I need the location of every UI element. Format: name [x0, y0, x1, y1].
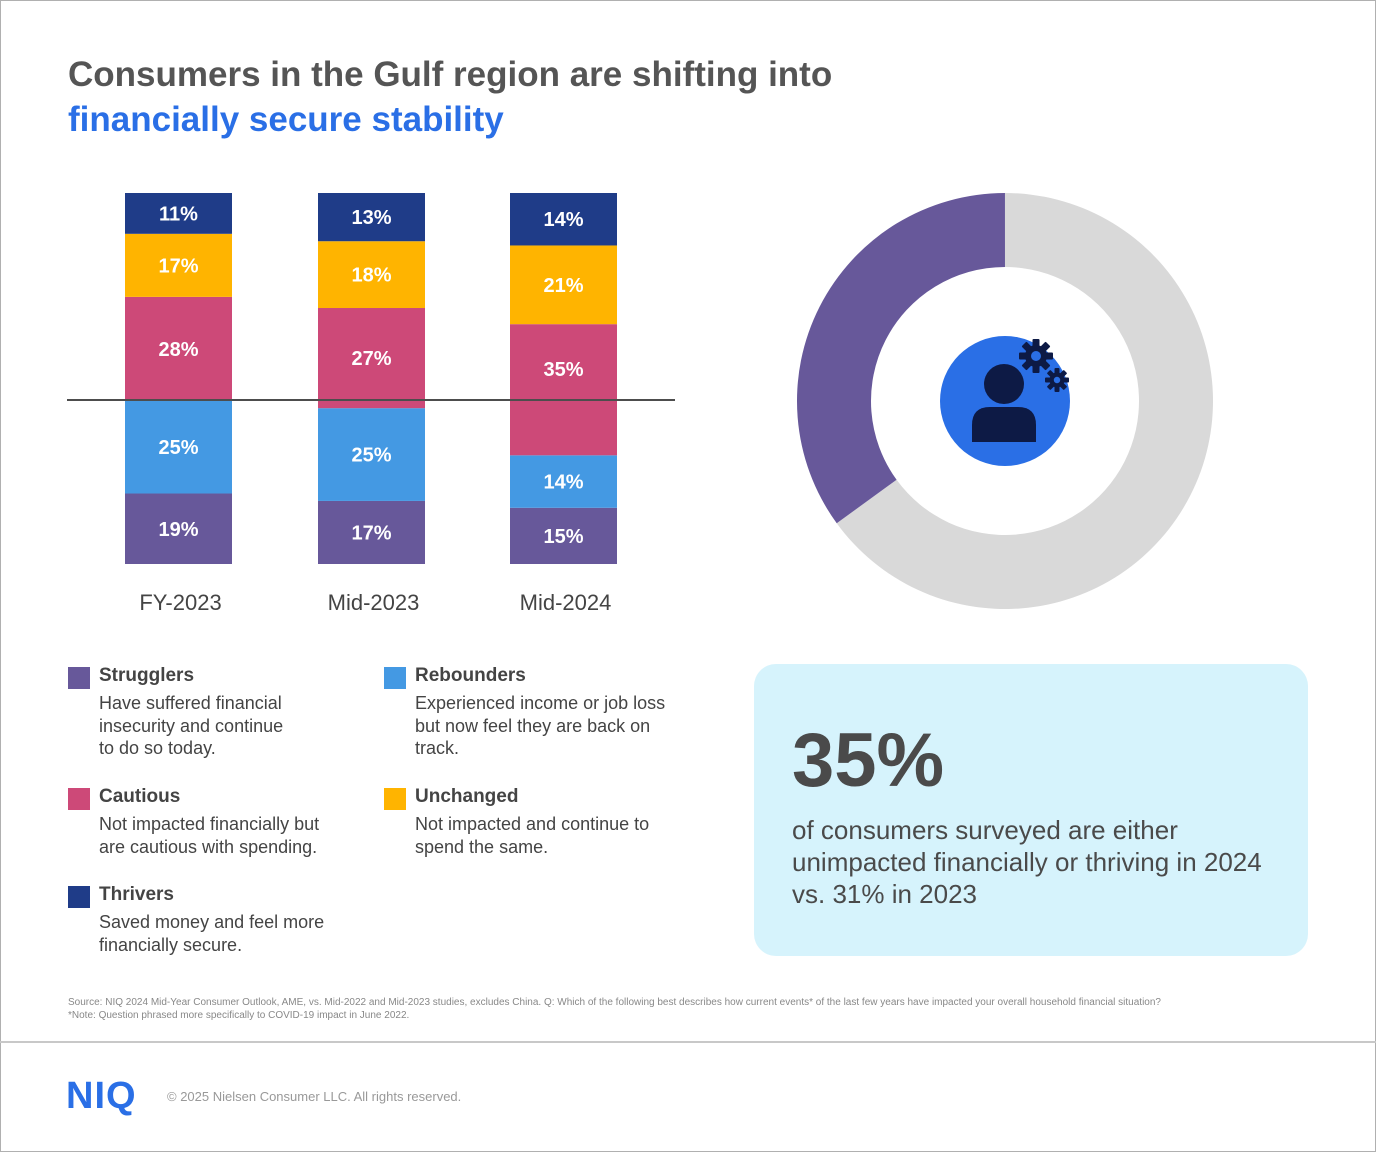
bar-unchanged-3 — [510, 245, 617, 325]
value-label-cautious-3: 35% — [543, 359, 583, 381]
value-label-strugglers-3: 15% — [543, 526, 583, 548]
value-label-rebounders-2: 25% — [351, 445, 391, 467]
bar-cautious-1 — [125, 296, 232, 401]
legend-desc-rebounders: Experienced income or job loss but now f… — [415, 693, 666, 758]
donut-segment-highlight — [797, 193, 1005, 524]
footer-divider — [0, 1041, 1376, 1043]
source-line-1: Source: NIQ 2024 Mid-Year Consumer Outlo… — [68, 997, 1161, 1008]
bar-cautious-3 — [510, 324, 617, 456]
legend-desc-thrivers: Saved money and feel more financially se… — [99, 912, 325, 955]
title-line-2: financially secure stability — [68, 100, 504, 139]
value-label-cautious-2: 27% — [351, 348, 391, 370]
source-line-2: *Note: Question phrased more specificall… — [68, 1010, 410, 1021]
callout-percentage: 35% — [792, 718, 945, 803]
x-axis-label-1: FY-2023 — [139, 590, 221, 615]
value-label-strugglers-1: 19% — [158, 519, 198, 541]
bar-rebounders-3 — [510, 455, 617, 508]
title-line-1: Consumers in the Gulf region are shiftin… — [68, 55, 833, 94]
person-gears-icon — [940, 336, 1070, 466]
x-axis-label-2: Mid-2023 — [328, 590, 420, 615]
legend-swatch-cautious — [68, 788, 90, 810]
value-label-thrivers-1: 11% — [159, 203, 198, 225]
source-note: Source: NIQ 2024 Mid-Year Consumer Outlo… — [68, 996, 1161, 1022]
bar-thrivers-1 — [125, 193, 232, 234]
bar-unchanged-1 — [125, 233, 232, 297]
callout-text: of consumers surveyed are either unimpac… — [792, 815, 1262, 909]
value-label-thrivers-2: 13% — [351, 207, 391, 229]
legend-name-strugglers: Strugglers — [99, 665, 195, 686]
bar-rebounders-2 — [318, 408, 425, 501]
bar-cautious-2 — [318, 308, 425, 409]
legend-name-unchanged: Unchanged — [415, 786, 519, 807]
stat-callout: 35% of consumers surveyed are either uni… — [754, 664, 1308, 956]
legend-desc-strugglers: Have suffered financial insecurity and c… — [99, 693, 284, 758]
stacked-bar-chart: FY-2023 Mid-2023 Mid-2024 19% 25% 28% 17% 11% 17… — [67, 193, 675, 615]
value-label-thrivers-3: 14% — [543, 209, 583, 231]
bar-unchanged-2 — [318, 241, 425, 309]
legend-swatch-strugglers — [68, 667, 90, 689]
legend-desc-unchanged: Not impacted and continue to spend the s… — [415, 814, 650, 857]
value-label-unchanged-1: 17% — [158, 255, 198, 277]
value-label-unchanged-2: 18% — [351, 265, 391, 287]
value-label-cautious-1: 28% — [158, 339, 198, 361]
legend-desc-cautious: Not impacted financially but are cautiou… — [99, 814, 320, 857]
legend-name-thrivers: Thrivers — [99, 884, 174, 905]
legend-name-cautious: Cautious — [99, 786, 181, 807]
x-axis-label-3: Mid-2024 — [520, 590, 612, 615]
niq-logo: NIQ — [66, 1075, 137, 1117]
value-label-unchanged-3: 21% — [543, 275, 583, 297]
legend-swatch-unchanged — [384, 788, 406, 810]
value-label-strugglers-2: 17% — [351, 522, 391, 544]
legend-swatch-rebounders — [384, 667, 406, 689]
bar-thrivers-2 — [318, 193, 425, 242]
copyright: © 2025 Nielsen Consumer LLC. All rights … — [167, 1089, 462, 1104]
bar-strugglers-2 — [318, 500, 425, 564]
legend-name-rebounders: Rebounders — [415, 665, 526, 686]
bar-thrivers-3 — [510, 193, 617, 246]
legend-swatch-thrivers — [68, 886, 90, 908]
bar-rebounders-1 — [125, 400, 232, 494]
donut-chart — [797, 193, 1213, 609]
bar-strugglers-1 — [125, 493, 232, 564]
page-title: Consumers in the Gulf region are shiftin… — [68, 52, 832, 142]
value-label-rebounders-1: 25% — [158, 437, 198, 459]
value-label-rebounders-3: 14% — [543, 472, 583, 494]
bar-strugglers-3 — [510, 507, 617, 564]
donut-segment-rest — [836, 193, 1213, 609]
